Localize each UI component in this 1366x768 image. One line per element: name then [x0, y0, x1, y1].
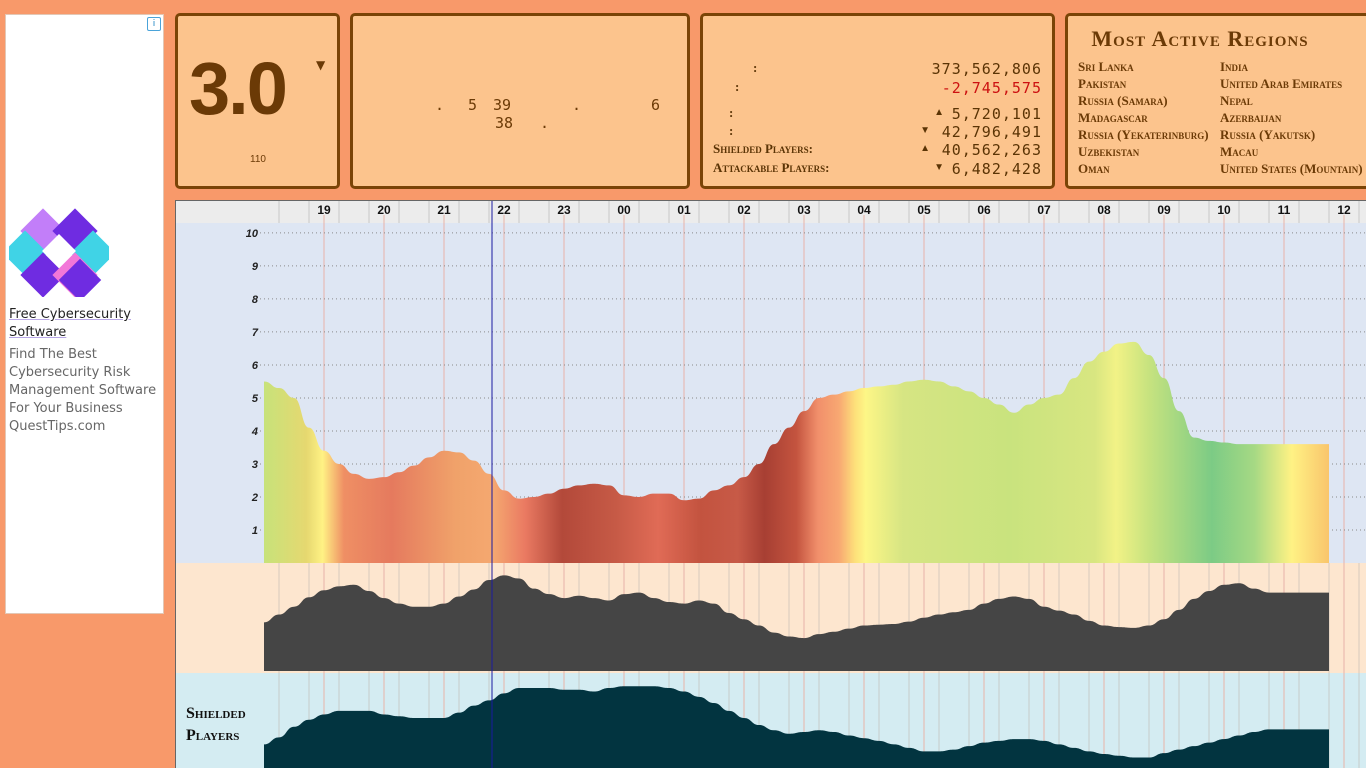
regions-title: Most Active Regions [1091, 26, 1309, 51]
stat-row: Attackable Players: ▼ 6,482,428 [713, 160, 1042, 178]
region-item: Azerbaijan [1220, 110, 1282, 125]
time-text: . [540, 114, 550, 132]
x-tick-label: 09 [1157, 203, 1171, 217]
score-subtext: 110 [250, 154, 266, 165]
shielded-players-area [264, 686, 1329, 768]
regions-panel: Most Active Regions Sri Lanka Pakistan R… [1065, 13, 1366, 189]
x-tick-label: 07 [1037, 203, 1051, 217]
region-item: India [1220, 59, 1249, 74]
region-item: United Arab Emirates [1220, 76, 1343, 91]
x-tick-label: 20 [377, 203, 391, 217]
ad-description[interactable]: Find The Best Cybersecurity Risk Managem… [9, 347, 157, 434]
stat-label: : [735, 79, 740, 94]
score-value: 3.0 [189, 47, 288, 130]
stat-label: Shielded Players: [713, 141, 813, 156]
info-icon[interactable]: i [147, 17, 161, 31]
stat-label: : [753, 60, 758, 75]
region-item: Nepal [1220, 93, 1253, 108]
stat-label: Attackable Players: [713, 160, 830, 175]
x-tick-label: 02 [737, 203, 751, 217]
x-tick-label: 10 [1217, 203, 1231, 217]
y-tick-label: 4 [251, 426, 258, 438]
score-panel: 3.0 ▼ 110 [175, 13, 340, 189]
y-tick-label: 2 [251, 492, 258, 504]
activity-area [264, 341, 1329, 563]
y-tick-label: 5 [252, 393, 259, 405]
x-tick-label: 05 [917, 203, 931, 217]
y-tick-label: 3 [252, 459, 258, 471]
time-text: 39 [493, 96, 512, 114]
x-tick-label: 08 [1097, 203, 1111, 217]
x-tick-label: 23 [557, 203, 571, 217]
stat-label: : [729, 123, 734, 138]
stat-row: : ▼ 42,796,491 [713, 123, 1042, 141]
players-area [264, 575, 1329, 671]
region-item: Sri Lanka [1078, 59, 1134, 74]
score-dropdown-icon[interactable]: ▼ [316, 58, 326, 72]
y-tick-label: 7 [252, 327, 259, 339]
activity-chart[interactable]: 1 2 3 4 5 6 7 8 9 10 19 20 21 22 23 00 01 02 03 04 05 06 07 08… [175, 200, 1366, 768]
x-tick-label: 06 [977, 203, 991, 217]
stat-value: 6,482,428 [951, 160, 1042, 178]
quest-logo-icon[interactable] [9, 197, 109, 297]
stat-row: : ▲ 5,720,101 [713, 105, 1042, 123]
shielded-players-label-text: Shielded Players [186, 705, 246, 744]
region-item: United States (Mountain) [1220, 161, 1363, 176]
stat-row: : 373,562,806 [713, 60, 1042, 78]
stat-value: 373,562,806 [931, 60, 1042, 78]
x-tick-label: 01 [677, 203, 691, 217]
stat-label: : [729, 105, 734, 120]
stat-row: Shielded Players: ▲ 40,562,263 [713, 141, 1042, 159]
y-tick-label: 8 [252, 294, 259, 306]
region-item: Pakistan [1078, 76, 1127, 91]
advertisement[interactable]: i Free Cybersecurity Software Find The B… [5, 14, 164, 614]
region-item: Russia (Samara) [1078, 93, 1168, 108]
time-text: . [435, 96, 445, 114]
down-arrow-icon: ▼ [934, 162, 944, 173]
x-tick-label: 12 [1337, 203, 1351, 217]
time-text: 6 [651, 96, 661, 114]
region-item: Russia (Yekaterinburg) [1078, 127, 1209, 142]
x-tick-label: 21 [437, 203, 451, 217]
y-tick-label: 9 [252, 261, 259, 273]
up-arrow-icon: ▲ [920, 143, 930, 154]
x-tick-label: 22 [497, 203, 511, 217]
stat-value: -2,745,575 [941, 79, 1042, 97]
region-item: Madagascar [1078, 110, 1148, 125]
x-tick-label: 00 [617, 203, 631, 217]
stats-panel: : 373,562,806 : -2,745,575 : ▲ 5,720,101… [700, 13, 1055, 189]
stat-row: : -2,745,575 [713, 79, 1042, 97]
shielded-players-label: Shielded Players [186, 703, 246, 747]
time-text: 5 [468, 96, 478, 114]
y-tick-label: 10 [246, 228, 259, 240]
region-item: Macau [1220, 144, 1259, 159]
time-text: . [572, 96, 582, 114]
x-tick-label: 03 [797, 203, 811, 217]
y-tick-label: 1 [252, 525, 258, 537]
time-panel: . 5 39 . 6 38 . [350, 13, 690, 189]
x-tick-label: 11 [1278, 203, 1291, 217]
x-tick-label: 04 [857, 203, 871, 217]
region-item: Oman [1078, 161, 1110, 176]
stat-value: 42,796,491 [941, 123, 1042, 141]
stat-value: 40,562,263 [941, 141, 1042, 159]
up-arrow-icon: ▲ [934, 107, 944, 118]
region-item: Russia (Yakutsk) [1220, 127, 1316, 142]
region-item: Uzbekistan [1078, 144, 1140, 159]
stat-value: 5,720,101 [951, 105, 1042, 123]
y-tick-label: 6 [252, 360, 259, 372]
down-arrow-icon: ▼ [920, 125, 930, 136]
time-text: 38 [495, 114, 514, 132]
x-tick-label: 19 [317, 203, 331, 217]
ad-title-link[interactable]: Free Cybersecurity Software [9, 307, 131, 340]
